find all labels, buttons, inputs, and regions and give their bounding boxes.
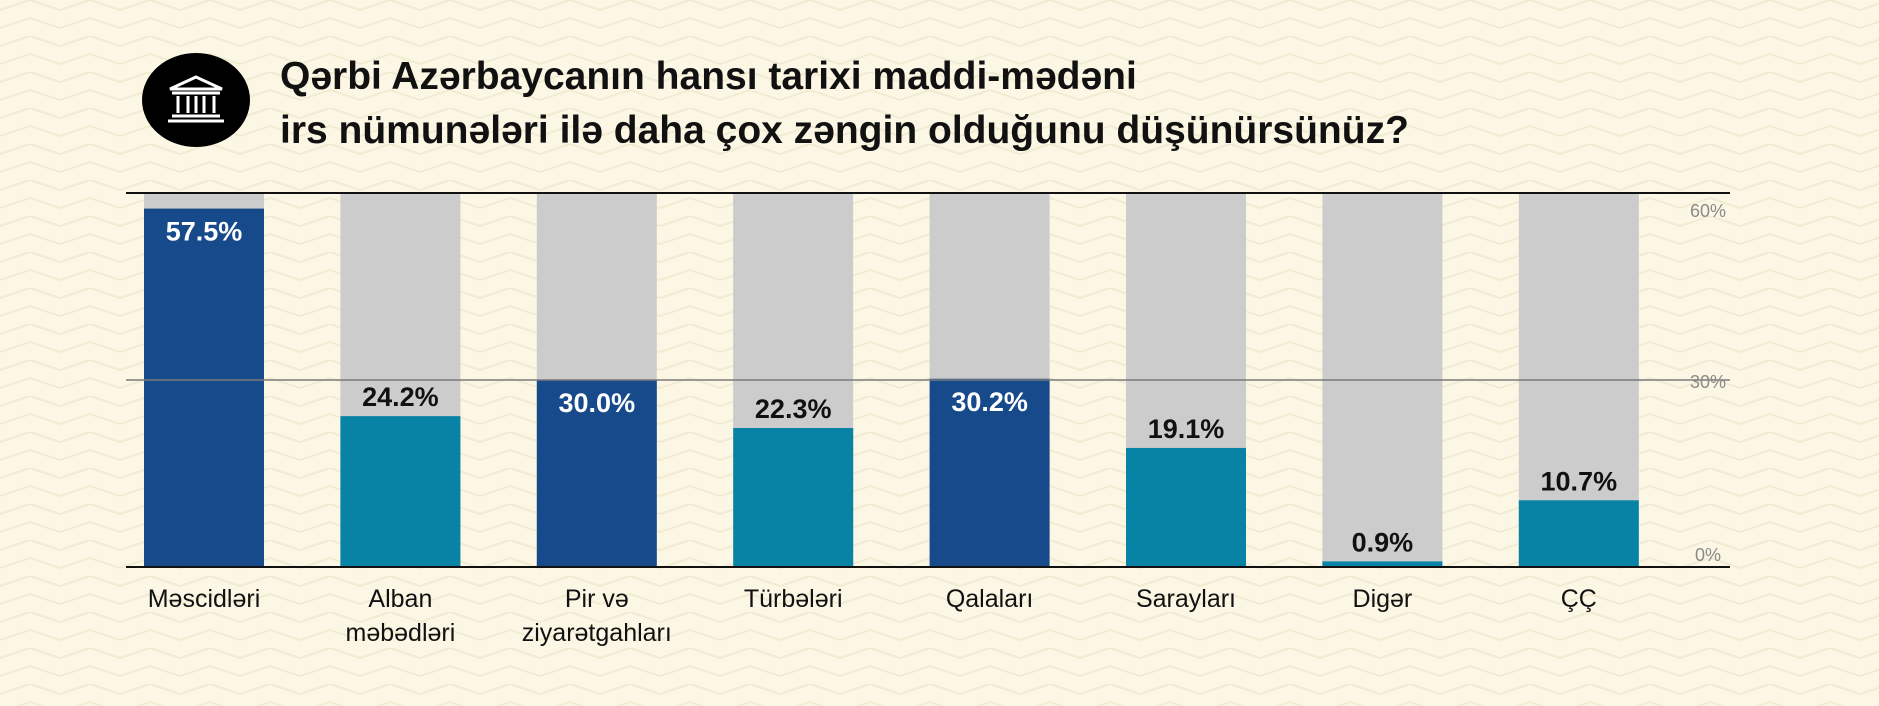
y-tick-label: 60% <box>1690 201 1726 221</box>
data-label: 57.5% <box>166 217 243 247</box>
bar <box>144 208 264 568</box>
chart-title-line-1: Qərbi Azərbaycanın hansı tarixi maddi-mə… <box>280 55 1137 98</box>
data-label: 22.3% <box>755 394 832 424</box>
bar <box>1126 447 1246 567</box>
bar <box>1322 561 1443 567</box>
data-label: 30.0% <box>559 388 636 418</box>
data-label: 0.9% <box>1352 527 1414 557</box>
y-tick-label: 0% <box>1695 545 1721 565</box>
bar <box>536 380 657 567</box>
bar <box>340 416 461 567</box>
x-tick-label: Qalaları <box>946 585 1034 613</box>
data-label: 30.2% <box>951 387 1028 417</box>
x-tick-label: Sarayları <box>1136 585 1236 613</box>
bar <box>733 427 854 567</box>
bar <box>929 378 1050 567</box>
chart-title-line-2: irs nümunələri ilə daha çox zəngin olduğ… <box>280 109 1409 152</box>
x-tick-label: ziyarətgahları <box>522 619 672 647</box>
x-tick-label: Məscidləri <box>148 585 261 613</box>
x-tick-label: Pir və <box>565 585 629 613</box>
data-label: 10.7% <box>1541 466 1618 496</box>
x-tick-label: Digər <box>1353 585 1413 613</box>
museum-icon-badge <box>142 53 250 147</box>
y-tick-label: 30% <box>1690 372 1726 392</box>
x-tick-label: məbədləri <box>346 619 456 647</box>
x-tick-label: ÇÇ <box>1561 585 1597 613</box>
data-label: 19.1% <box>1148 414 1225 444</box>
chart-title: Qərbi Azərbaycanın hansı tarixi maddi-mə… <box>280 50 1780 158</box>
data-label: 24.2% <box>362 382 439 412</box>
bar <box>1518 500 1639 567</box>
x-tick-label: Türbələri <box>744 585 843 613</box>
museum-building-icon <box>168 75 224 123</box>
x-tick-label: Alban <box>368 585 432 613</box>
